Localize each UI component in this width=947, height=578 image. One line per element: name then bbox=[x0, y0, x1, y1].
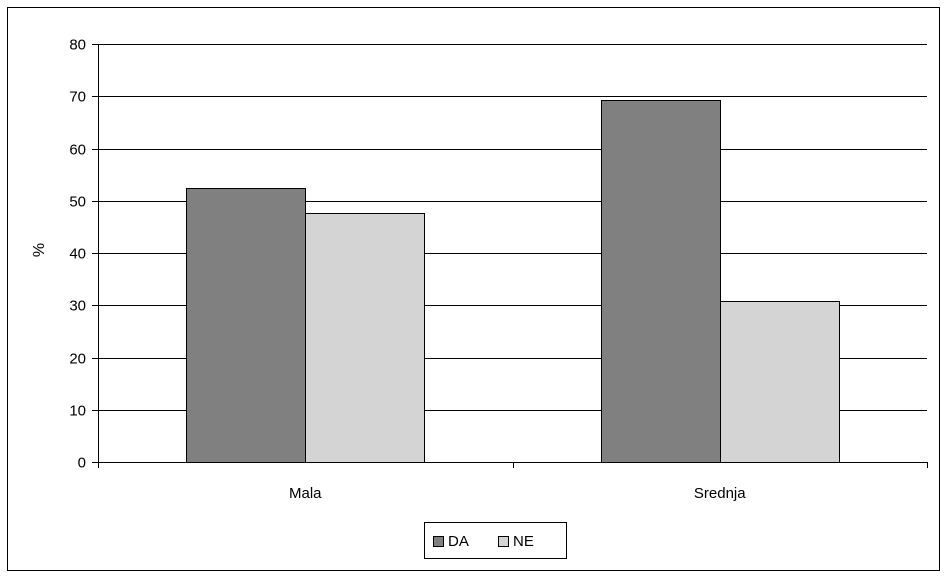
bar-ne-mala bbox=[305, 213, 425, 463]
legend-label-da: DA bbox=[448, 533, 469, 550]
x-tick-label: Mala bbox=[289, 485, 322, 502]
y-tick-labels: 0 10 20 30 40 50 60 70 80 bbox=[69, 37, 86, 472]
legend: DA NE bbox=[424, 522, 567, 559]
y-tick-label: 0 bbox=[78, 455, 86, 472]
chart-frame bbox=[7, 7, 940, 571]
y-tick-label: 80 bbox=[69, 37, 86, 54]
y-tick-label: 20 bbox=[69, 351, 86, 368]
legend-swatch-ne bbox=[498, 536, 509, 547]
y-tick-label: 10 bbox=[69, 403, 86, 420]
y-axis-title: % bbox=[31, 243, 48, 257]
bars bbox=[186, 100, 840, 463]
bar-da-mala bbox=[186, 188, 306, 463]
y-tick-label: 30 bbox=[69, 298, 86, 315]
bar-ne-srednja bbox=[720, 301, 840, 463]
x-tick-label: Srednja bbox=[694, 485, 746, 502]
bar-da-srednja bbox=[601, 100, 721, 463]
axes bbox=[92, 44, 928, 468]
y-tick-label: 70 bbox=[69, 89, 86, 106]
y-tick-label: 50 bbox=[69, 194, 86, 211]
y-tick-label: 60 bbox=[69, 142, 86, 159]
y-tick-label: 40 bbox=[69, 246, 86, 263]
x-tick-labels: Mala Srednja bbox=[289, 485, 746, 502]
legend-box bbox=[424, 522, 567, 559]
legend-swatch-da bbox=[433, 536, 444, 547]
legend-label-ne: NE bbox=[513, 533, 534, 550]
